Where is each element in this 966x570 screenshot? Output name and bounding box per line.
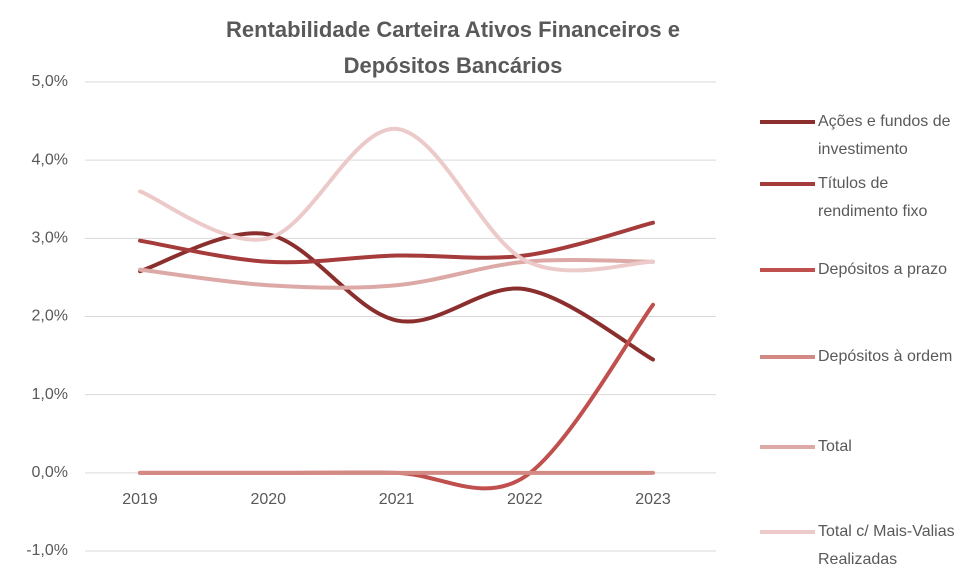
legend-label: Depósitos a prazo [818, 261, 947, 278]
x-tick-label: 2023 [635, 491, 671, 508]
x-tick-label: 2022 [507, 491, 543, 508]
y-tick-label: 1,0% [32, 386, 68, 403]
x-tick-label: 2019 [122, 491, 158, 508]
legend-label: Ações e fundos de investimento [818, 113, 951, 158]
y-tick-label: 3,0% [32, 230, 68, 247]
chart-title: Rentabilidade Carteira Ativos Financeiro… [226, 17, 680, 78]
series-line [138, 231, 655, 362]
y-tick-label: 4,0% [32, 151, 68, 168]
legend-label: Depósitos à ordem [818, 348, 953, 365]
y-tick-label: 5,0% [32, 73, 68, 90]
legend-label: Total [818, 438, 852, 455]
y-tick-label: 0,0% [32, 464, 68, 481]
x-tick-label: 2020 [250, 491, 286, 508]
y-tick-label: -1,0% [26, 542, 68, 559]
y-tick-label: 2,0% [32, 308, 68, 325]
series-line [138, 126, 655, 273]
series-line [138, 302, 655, 491]
legend-label: Títulos de rendimento fixo [818, 175, 928, 220]
legend-label: Total c/ Mais-Valias Realizadas [818, 523, 955, 568]
series-line [138, 258, 655, 290]
series-line [138, 220, 655, 265]
x-tick-label: 2021 [379, 491, 415, 508]
